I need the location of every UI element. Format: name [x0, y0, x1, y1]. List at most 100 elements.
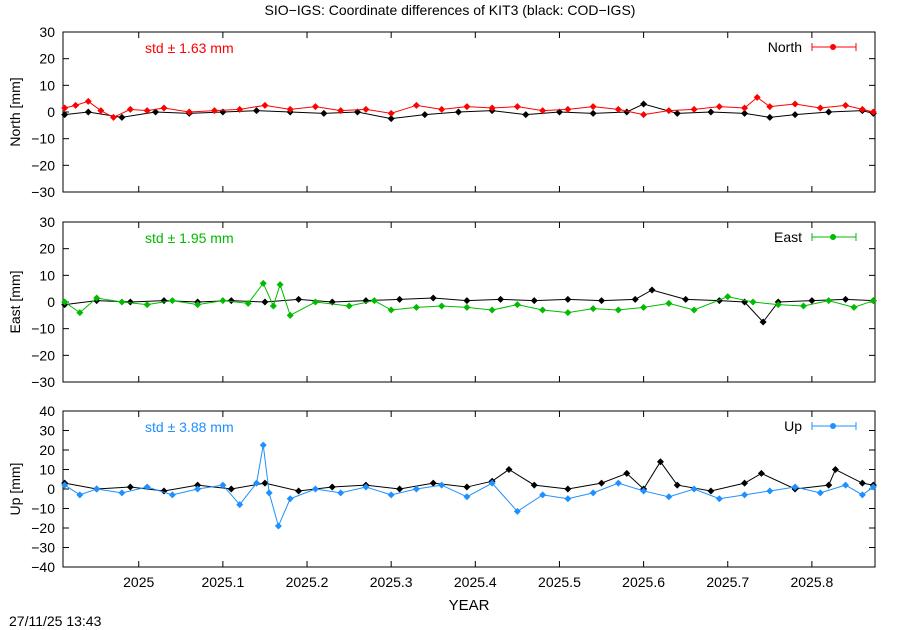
data-point: [831, 466, 839, 473]
data-point: [143, 301, 151, 309]
data-point: [753, 93, 761, 101]
data-point: [118, 113, 126, 121]
data-point: [320, 109, 328, 117]
data-point: [412, 101, 420, 109]
data-point: [589, 305, 597, 313]
data-point: [673, 481, 681, 489]
x-tick-label: 2025.1: [201, 574, 244, 590]
legend-label: Up: [784, 418, 802, 434]
x-tick-label: 2025.5: [538, 574, 581, 590]
data-point: [774, 301, 782, 309]
data-point: [269, 302, 277, 310]
data-point: [84, 108, 92, 116]
data-point: [741, 491, 749, 499]
data-point: [295, 487, 303, 495]
data-point: [858, 479, 866, 487]
y-tick-label: 0: [47, 104, 55, 120]
y-tick-label: 10: [39, 267, 55, 283]
data-point: [261, 479, 269, 487]
data-point: [488, 104, 496, 112]
data-point: [539, 107, 547, 115]
legend-label: North: [768, 39, 802, 55]
data-point: [715, 495, 723, 503]
data-point: [589, 103, 597, 111]
data-point: [598, 479, 606, 487]
data-point: [143, 107, 151, 115]
data-point: [825, 481, 833, 489]
legend-marker: [830, 423, 836, 429]
data-point: [598, 297, 606, 305]
data-point: [61, 481, 69, 489]
y-tick-label: 30: [39, 214, 55, 230]
x-axis-label: YEAR: [449, 597, 490, 614]
data-point: [219, 481, 227, 489]
data-point: [227, 297, 235, 305]
y-tick-label: 40: [39, 403, 55, 419]
x-tick-label: 2025.3: [370, 574, 413, 590]
data-point: [757, 469, 765, 477]
data-point: [261, 298, 269, 306]
y-tick-label: −30: [31, 374, 55, 390]
data-point: [614, 105, 622, 113]
series-up: [61, 441, 877, 530]
data-point: [76, 309, 84, 317]
data-point: [311, 298, 319, 306]
y-tick-label: −10: [31, 131, 55, 147]
data-point: [194, 481, 202, 489]
data-point: [614, 306, 622, 314]
std-label: std ± 3.88 mm: [145, 419, 234, 435]
y-tick-label: 10: [39, 462, 55, 478]
data-point: [690, 105, 698, 113]
data-point: [421, 111, 429, 119]
y-tick-label: 0: [47, 294, 55, 310]
data-point: [682, 295, 690, 303]
data-point: [488, 479, 496, 487]
data-point: [665, 299, 673, 307]
y-tick-label: 10: [39, 77, 55, 93]
data-point: [185, 108, 193, 116]
data-point: [749, 298, 757, 306]
data-point: [791, 111, 799, 119]
series-north: [61, 93, 877, 121]
data-point: [412, 303, 420, 311]
data-point: [61, 111, 69, 119]
data-point: [387, 491, 395, 499]
data-point: [118, 298, 126, 306]
data-point: [463, 493, 471, 501]
data-point: [724, 293, 732, 301]
data-point: [61, 104, 69, 112]
y-tick-label: 20: [39, 51, 55, 67]
x-tick-label: 2025.2: [286, 574, 329, 590]
panels: 30 20 10 0 −10 −20 −30 North [mm] std ± 1.63 mm N…: [7, 24, 877, 590]
data-point: [741, 104, 749, 112]
chart-title: SIO−IGS: Coordinate differences of KIT3 …: [265, 2, 636, 18]
data-point: [72, 101, 80, 109]
data-point: [236, 501, 244, 509]
data-point: [850, 303, 858, 311]
y-tick-label: −20: [31, 347, 55, 363]
data-point: [530, 481, 538, 489]
data-point: [816, 104, 824, 112]
data-point: [396, 485, 404, 493]
data-point: [286, 495, 294, 503]
data-point: [673, 109, 681, 117]
y-tick-label: −20: [31, 157, 55, 173]
data-point: [311, 103, 319, 111]
data-point: [387, 306, 395, 314]
data-point: [118, 489, 126, 497]
data-point: [530, 297, 538, 305]
y-axis-label: East [mm]: [7, 270, 23, 333]
data-point: [370, 297, 378, 305]
data-point: [648, 286, 656, 294]
data-point: [286, 105, 294, 113]
data-point: [76, 491, 84, 499]
data-point: [808, 297, 816, 305]
data-point: [614, 479, 622, 487]
data-point: [825, 108, 833, 116]
y-tick-label: −20: [31, 520, 55, 536]
data-point: [640, 303, 648, 311]
y-axis-label: Up [mm]: [7, 463, 23, 516]
x-tick-label: 2025.7: [706, 574, 749, 590]
data-point: [276, 281, 284, 289]
data-point: [109, 113, 117, 121]
